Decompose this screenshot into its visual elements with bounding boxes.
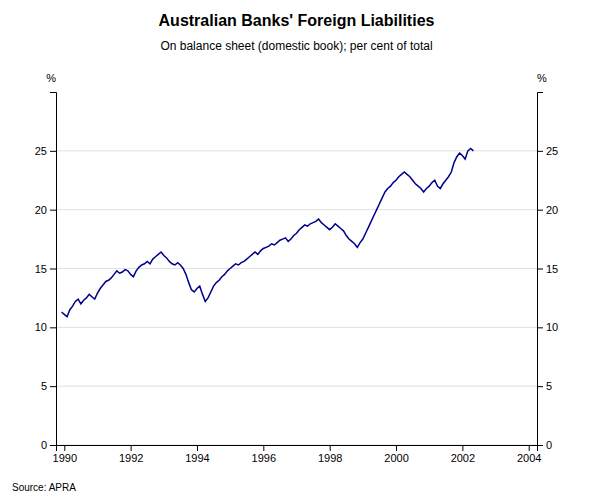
tick-mark [537,269,543,270]
source: Source: APRA [12,482,76,493]
tick-label: 5 [41,380,47,392]
tick-mark [50,386,56,387]
y-axis: 0 5 10 15 20 25 [35,93,57,452]
tick-mark [537,386,543,387]
tick-mark [64,445,65,451]
tick-mark [50,445,56,446]
tick: 25 [35,145,56,157]
tick-label: 2000 [384,452,408,464]
tick: 15 [35,263,56,275]
tick-label: 15 [546,263,558,275]
y2-axis: 0 5 10 15 20 25 [537,93,558,452]
line [62,148,474,316]
y2-axis-label: % [537,72,547,84]
grid-line [56,327,537,328]
tick-label: 25 [35,145,47,157]
tick-mark [537,210,543,211]
tick-label: 10 [35,321,47,333]
tick-mark [131,445,132,451]
tick-label: 1998 [318,452,342,464]
tick: 2004 [517,445,541,464]
tick-mark [462,445,463,451]
tick: 5 [537,380,552,392]
tick-label: 0 [546,439,552,451]
tick: 20 [35,204,56,216]
tick: 1992 [119,445,143,464]
subtitle: On balance sheet (domestic book); per ce… [160,39,432,53]
y-axis-label: % [46,72,56,84]
x-axis: 1990 1992 1994 1996 1998 2000 2002 2004 [53,445,542,464]
grid-line [56,386,537,387]
tick-label: 1990 [53,452,77,464]
tick-label: 20 [546,204,558,216]
grid-line [56,209,537,210]
tick: 0 [537,439,552,451]
tick: 10 [35,321,56,333]
grid-line [56,268,537,269]
tick-mark [396,445,397,451]
tick-label: 25 [546,145,558,157]
tick-mark [50,210,56,211]
tick-mark [537,327,543,328]
tick: 0 [41,439,56,451]
series [62,148,474,316]
tick-mark [50,327,56,328]
axis-line [57,446,538,452]
tick-label: 1992 [119,452,143,464]
tick-mark [197,445,198,451]
tick-mark [330,445,331,451]
tick-mark [537,445,543,446]
tick: 5 [41,380,56,392]
tick-label: 15 [35,263,47,275]
tick-label: 1994 [185,452,209,464]
tick: 20 [537,204,558,216]
tick: 2002 [451,445,475,464]
grid-line [56,150,537,151]
tick: 25 [537,145,558,157]
axis-line [50,93,57,446]
grid [56,151,537,445]
tick-mark [537,151,543,152]
tick-label: 10 [546,321,558,333]
tick: 1998 [318,445,342,464]
tick-label: 2004 [517,452,541,464]
tick-label: 20 [35,204,47,216]
tick-mark [529,445,530,451]
tick: 1994 [185,445,209,464]
tick: 15 [537,263,558,275]
tick: 2000 [384,445,408,464]
tick-label: 0 [41,439,47,451]
chart: 1990 1992 1994 1996 1998 2000 2002 2004 0 5 10 15 20… [0,0,593,501]
tick-label: 1996 [252,452,276,464]
tick-label: 2002 [451,452,475,464]
title: Australian Banks' Foreign Liabilities [159,12,435,29]
tick-mark [50,269,56,270]
tick-mark [50,151,56,152]
tick: 1996 [252,445,276,464]
tick-label: 5 [546,380,552,392]
plot-area: 1990 1992 1994 1996 1998 2000 2002 2004 0 5 10 15 20… [35,93,559,464]
axis-line [538,93,544,446]
tick: 10 [537,321,558,333]
tick: 1990 [53,445,77,464]
tick-mark [263,445,264,451]
